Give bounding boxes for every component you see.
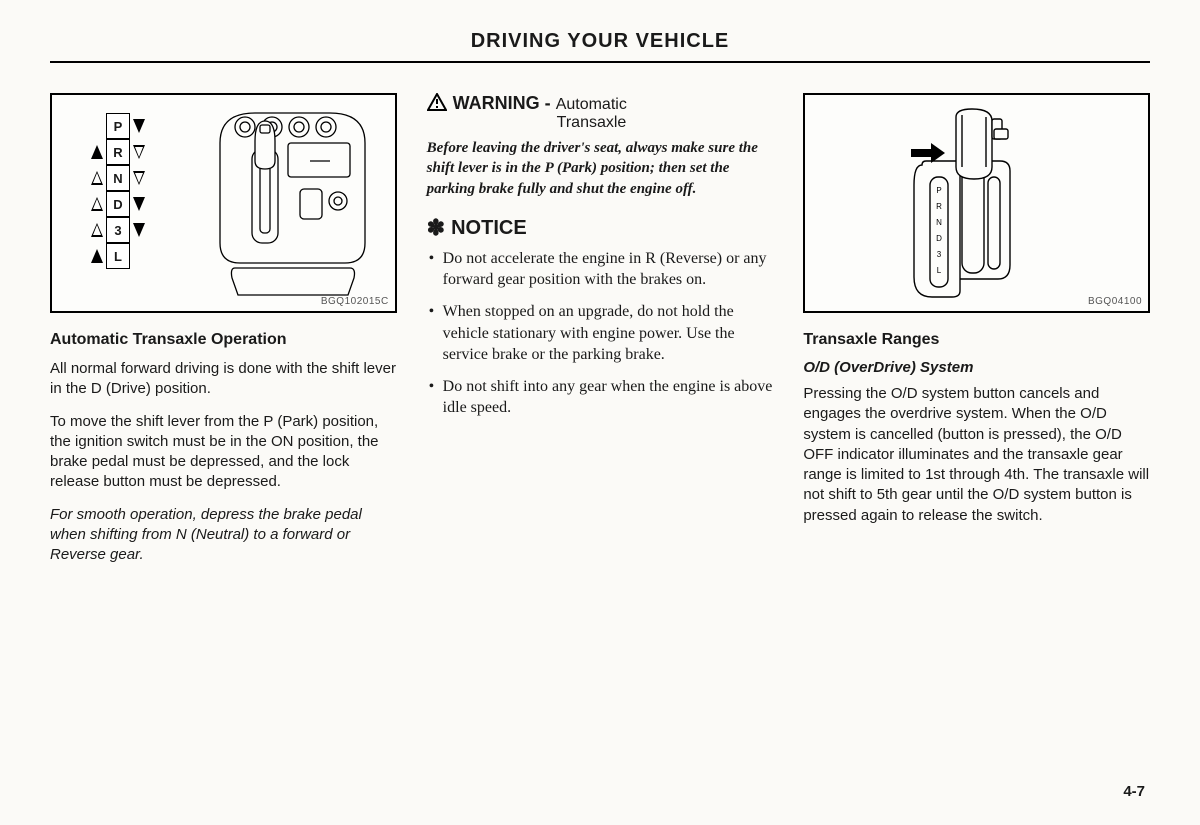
asterisk-icon: ✽ (427, 217, 445, 239)
warning-label: WARNING - (453, 93, 551, 113)
shifter-drawing: P R N D 3 L (902, 105, 1052, 305)
content-columns: P R N D (50, 93, 1150, 577)
section-title: Transaxle Ranges (803, 331, 1150, 349)
gear-chart: P R N D (88, 113, 148, 269)
warning-triangle-icon (427, 93, 447, 111)
arrow-down-outline-icon (133, 145, 145, 159)
column-3: P R N D 3 L (803, 93, 1150, 577)
paragraph: All normal forward driving is done with … (50, 359, 397, 400)
arrow-down-icon (133, 119, 145, 133)
paragraph: To move the shift lever from the P (Park… (50, 412, 397, 493)
illustration-1: P R N D (50, 93, 397, 313)
paragraph-italic: For smooth operation, depress the brake … (50, 505, 397, 566)
gear-letter: N (106, 165, 130, 191)
warning-topic: Automatic (556, 96, 627, 113)
arrow-down-icon (133, 223, 145, 237)
notice-heading: ✽ NOTICE (427, 217, 774, 240)
arrow-up-outline-icon (91, 171, 103, 185)
warning-topic-2: Transaxle (557, 114, 774, 132)
gear-letter: P (106, 113, 130, 139)
page-header: DRIVING YOUR VEHICLE (50, 30, 1150, 63)
notice-item: When stopped on an upgrade, do not hold … (427, 301, 774, 366)
illustration-code: BGQ04100 (1088, 296, 1142, 307)
arrow-down-icon (133, 197, 145, 211)
warning-body: Before leaving the driver's seat, always… (427, 138, 774, 199)
page-number: 4-7 (1123, 783, 1145, 800)
arrow-up-outline-icon (91, 223, 103, 237)
section-subtitle: O/D (OverDrive) System (803, 359, 1150, 376)
svg-text:P: P (936, 186, 941, 195)
pointer-arrow-icon (911, 143, 945, 163)
illustration-2: P R N D 3 L (803, 93, 1150, 313)
gear-letter: R (106, 139, 130, 165)
paragraph: Pressing the O/D system button cancels a… (803, 384, 1150, 526)
notice-item: Do not shift into any gear when the engi… (427, 376, 774, 419)
console-drawing (210, 103, 375, 298)
illustration-code: BGQ102015C (321, 296, 389, 307)
notice-list: Do not accelerate the engine in R (Rever… (427, 248, 774, 419)
svg-text:N: N (936, 218, 942, 227)
column-1: P R N D (50, 93, 397, 577)
column-2: WARNING - Automatic Transaxle Before lea… (427, 93, 774, 577)
arrow-up-icon (91, 145, 103, 159)
arrow-down-outline-icon (133, 171, 145, 185)
svg-text:3: 3 (936, 250, 941, 259)
notice-item: Do not accelerate the engine in R (Rever… (427, 248, 774, 291)
svg-text:D: D (936, 234, 942, 243)
arrow-up-icon (91, 249, 103, 263)
gear-letter: D (106, 191, 130, 217)
svg-text:L: L (936, 266, 941, 275)
gear-letter: 3 (106, 217, 130, 243)
gear-letter: L (106, 243, 130, 269)
section-title: Automatic Transaxle Operation (50, 331, 397, 349)
svg-text:R: R (936, 202, 942, 211)
arrow-up-outline-icon (91, 197, 103, 211)
notice-label: NOTICE (451, 217, 527, 240)
warning-heading: WARNING - Automatic (427, 93, 774, 114)
